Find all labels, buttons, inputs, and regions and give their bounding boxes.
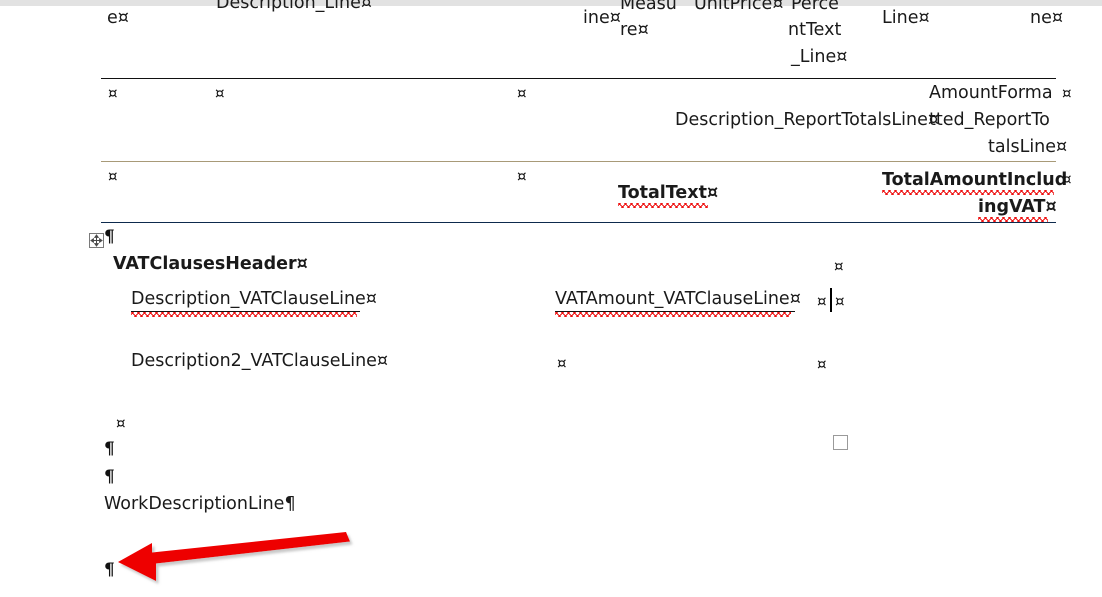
cell-marker: ¤ [517,84,527,102]
header-cell-unit-of-measure-2: re¤ [620,20,649,40]
spellcheck-squiggle-vat-clause-amount [555,312,791,317]
header-cell-line-fragment: ine¤ [583,8,621,28]
table-rule-header-bottom [101,78,1056,79]
vat-clauses-header: VATClausesHeader¤ [113,254,308,274]
report-totals-amount-line2: tted_ReportTo [929,110,1050,130]
final-paragraph-mark: ¶ [104,560,115,580]
spellcheck-squiggle-total-amount-1 [882,190,1054,195]
table-move-handle[interactable] [89,233,104,248]
empty-paragraph-mark-1: ¶ [104,439,115,459]
cell-marker: ¤ [817,292,827,310]
cell-marker: ¤ [215,84,225,102]
total-amount-line2: ingVAT¤ [978,197,1057,217]
cell-marker: ¤ [817,355,827,373]
vat-clause-description-2: Description2_VATClauseLine¤ [131,351,389,371]
underline-vat-clause-amount [555,311,795,312]
header-cell-line-fragment-3: ne¤ [1030,8,1063,28]
header-cell-quantity-fragment: e¤ [107,8,129,28]
report-totals-amount-line1: AmountForma [929,83,1053,103]
header-cell-percent-text-3: _Line¤ [791,47,848,67]
section-paragraph-mark: ¶ [104,227,115,247]
spellcheck-squiggle-total-amount-2 [978,217,1048,222]
empty-paragraph-mark-2: ¶ [104,467,115,487]
cell-marker: ¤ [557,354,567,372]
cell-marker: ¤ [834,257,844,275]
total-text-label: TotalText¤ [618,183,719,203]
cell-marker: ¤ [1062,84,1072,102]
content-control-checkbox[interactable] [833,435,848,450]
header-cell-percent-text-1: Perce [791,0,839,14]
cell-marker: ¤ [835,292,845,310]
header-cell-line-fragment-2: Line¤ [882,8,930,28]
stray-cell-marker: ¤ [116,414,126,432]
text-caret [830,288,832,312]
report-totals-amount-line3: talsLine¤ [988,137,1068,157]
vat-clause-amount: VATAmount_VATClauseLine¤ [555,289,801,309]
report-totals-description: Description_ReportTotalsLine¤ [675,110,940,130]
vat-clause-description: Description_VATClauseLine¤ [131,289,377,309]
cell-marker: ¤ [108,84,118,102]
header-cell-percent-text-2: ntText [788,20,842,40]
underline-vat-clause-description [131,311,360,312]
annotation-arrow [118,530,368,597]
spellcheck-squiggle-total-text [618,203,708,208]
table-rule-bottom [101,222,1056,223]
work-description-line: WorkDescriptionLine¶ [104,494,296,514]
total-amount-line1: TotalAmountInclud [882,170,1068,190]
page-gap-strip [0,0,1102,6]
cell-marker: ¤ [108,167,118,185]
header-cell-unit-price: UnitPrice¤ [694,0,784,14]
cell-marker: ¤ [517,167,527,185]
header-cell-unit-of-measure-1: Measu [620,0,677,14]
cell-marker: ¤ [1062,170,1072,188]
table-rule-totals-bottom [101,161,1056,162]
spellcheck-squiggle-vat-clause-description [131,312,357,317]
header-cell-description-line: Description_Line¤ [216,0,373,13]
